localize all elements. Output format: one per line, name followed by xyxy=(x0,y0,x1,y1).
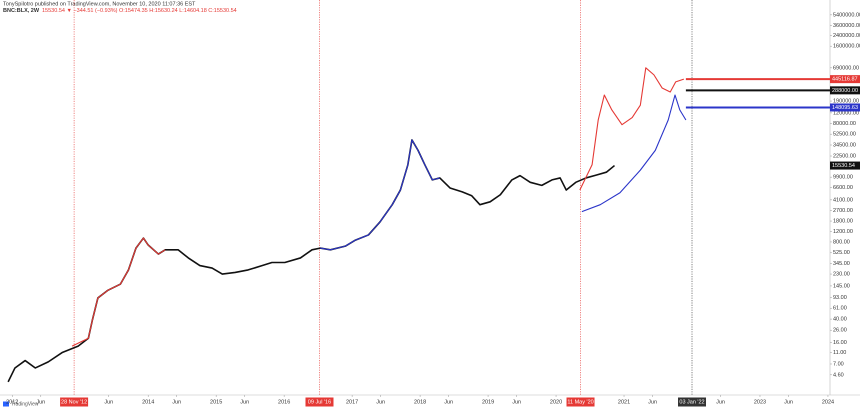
x-tick-label: 2018 xyxy=(414,399,426,405)
y-tick-label: 2400000.00 xyxy=(833,33,860,39)
y-tick-label: 4.60 xyxy=(833,372,844,378)
y-tick-label: 6600.00 xyxy=(833,185,853,191)
y-tick-label: 120000.00 xyxy=(833,110,859,116)
x-tick-label: Jun xyxy=(784,399,793,405)
y-tick-label: 230.00 xyxy=(833,272,850,278)
x-tick-label: 2019 xyxy=(482,399,494,405)
y-tick-label: 11.00 xyxy=(833,350,846,356)
x-tick-label: Jun xyxy=(716,399,725,405)
last-price-box xyxy=(830,161,860,170)
y-tick-label: 1800.00 xyxy=(833,219,853,225)
event-label-box xyxy=(678,397,707,407)
event-label: 03 Jan '22 xyxy=(679,399,704,405)
level-label: 445116.87 xyxy=(832,77,858,83)
event-label: 09 Jul '16 xyxy=(308,399,331,405)
x-tick-label: 2020 xyxy=(550,399,562,405)
y-tick-label: 61.00 xyxy=(833,306,847,312)
event-label: 28 Nov '12 xyxy=(61,399,87,405)
x-tick-label: Jun xyxy=(104,399,113,405)
x-tick-label: 2024 xyxy=(822,399,834,405)
x-tick-label: Jun xyxy=(512,399,521,405)
y-tick-label: 690000.00 xyxy=(833,65,859,71)
x-tick-label: 2023 xyxy=(754,399,766,405)
event-label: 11 May '20 xyxy=(567,399,593,405)
price-line xyxy=(7,139,616,383)
event-label-box xyxy=(305,397,334,407)
x-tick-label: Jun xyxy=(36,399,45,405)
y-tick-label: 145.00 xyxy=(833,283,850,289)
y-tick-label: 40.00 xyxy=(833,317,847,323)
price-line xyxy=(320,139,440,251)
y-tick-label: 4100.00 xyxy=(833,197,853,203)
y-tick-label: 9900.00 xyxy=(833,175,853,181)
author-line: TonySpilotro published on TradingView.co… xyxy=(3,1,196,7)
y-tick-label: 525.00 xyxy=(833,250,850,256)
price-line xyxy=(71,237,166,347)
y-tick-label: 1200.00 xyxy=(833,229,853,235)
y-tick-label: 345.00 xyxy=(833,261,850,267)
x-tick-label: Jun xyxy=(648,399,657,405)
last-price-label: 15530.54 xyxy=(832,163,855,169)
x-tick-label: 2016 xyxy=(278,399,290,405)
y-tick-label: 34500.00 xyxy=(833,142,856,148)
y-tick-label: 7.00 xyxy=(833,361,844,367)
quote: 15530.54 ▼ −344.51 (−0.93%) O:15474.35 H… xyxy=(42,8,237,14)
y-tick-label: 1600000.00 xyxy=(833,44,860,50)
y-tick-label: 16.00 xyxy=(833,340,847,346)
y-tick-label: 22500.00 xyxy=(833,153,856,159)
y-tick-label: 26.00 xyxy=(833,328,847,334)
y-tick-label: 3600000.00 xyxy=(833,23,860,29)
x-tick-label: 2021 xyxy=(618,399,630,405)
level-label-box xyxy=(830,86,860,95)
y-tick-label: 52500.00 xyxy=(833,132,856,138)
y-tick-label: 190000.00 xyxy=(833,99,859,105)
x-tick-label: Jun xyxy=(172,399,181,405)
x-tick-label: Jun xyxy=(240,399,249,405)
x-tick-label: Jun xyxy=(376,399,385,405)
brand-logo xyxy=(3,401,9,407)
event-label-box xyxy=(566,397,595,407)
price-line xyxy=(581,94,687,213)
x-tick-label: 2014 xyxy=(142,399,154,405)
brand: TradingView xyxy=(11,401,39,407)
x-tick-label: 2015 xyxy=(210,399,222,405)
y-tick-label: 5400000.00 xyxy=(833,12,860,18)
price-line xyxy=(579,67,685,191)
event-label-box xyxy=(60,397,89,407)
x-tick-label: Jun xyxy=(444,399,453,405)
y-tick-label: 93.00 xyxy=(833,295,847,301)
level-label: 148095.63 xyxy=(832,105,858,111)
level-label-box xyxy=(830,103,860,112)
x-tick-label: 2017 xyxy=(346,399,358,405)
y-tick-label: 2700.00 xyxy=(833,208,853,214)
level-label: 288000.00 xyxy=(832,88,858,94)
level-label-box xyxy=(830,75,860,84)
symbol: BNC:BLX, 2W xyxy=(3,8,40,14)
x-tick-label: 2012 xyxy=(6,399,18,405)
y-tick-label: 80000.00 xyxy=(833,121,856,127)
y-tick-label: 800.00 xyxy=(833,239,850,245)
